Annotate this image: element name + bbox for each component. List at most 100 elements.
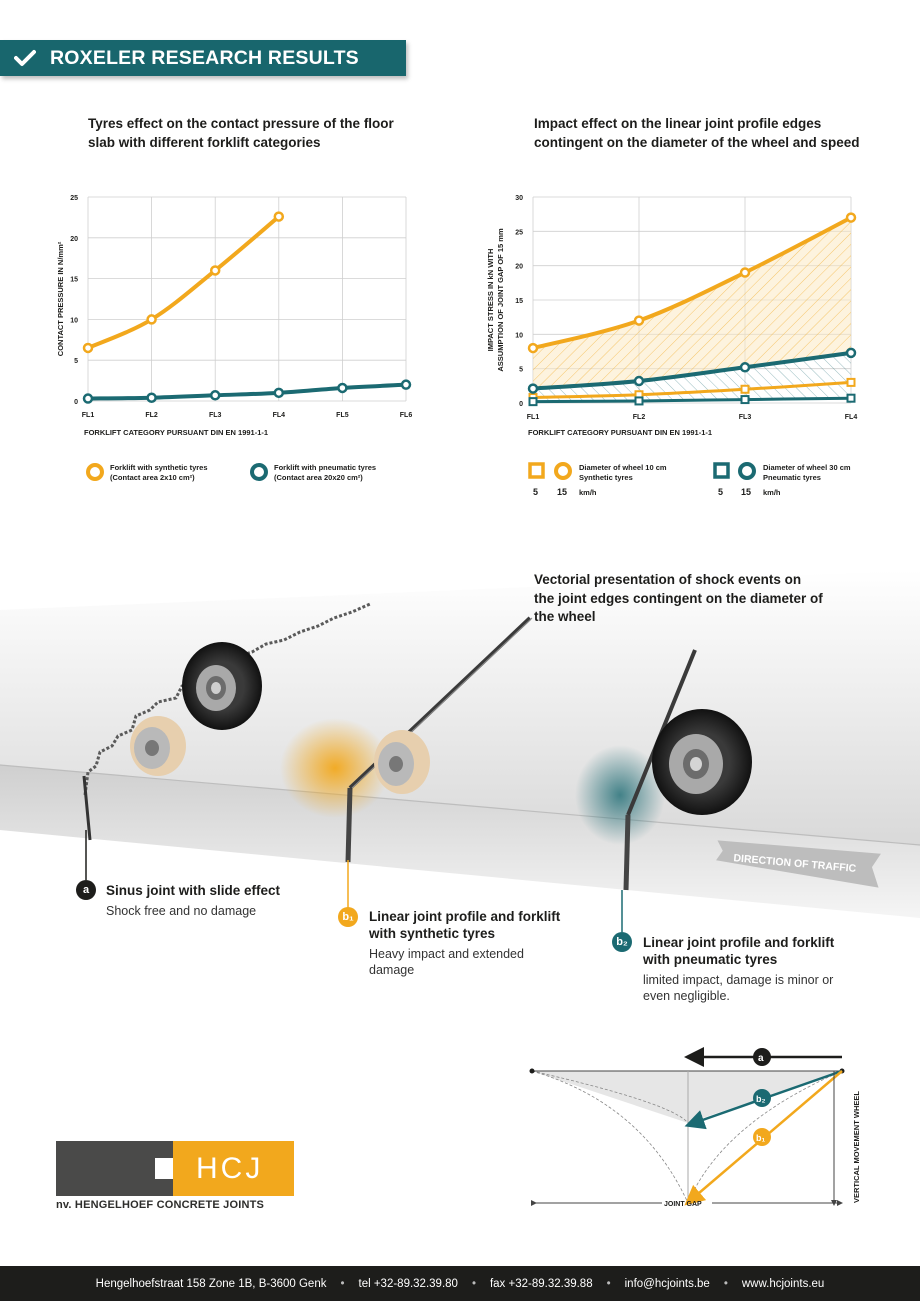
data-point: [146, 314, 157, 325]
series-line: [531, 380, 853, 400]
series-line: [531, 350, 853, 391]
data-point: [740, 395, 750, 405]
shock-vector-diagram: JOINT GAP VERTICAL MOVEMENT WHEEL a b₂ b…: [529, 1047, 861, 1208]
y-tick-label: 20: [515, 264, 523, 271]
legend-wheel10-label: Diameter of wheel 10 cm: [579, 463, 667, 472]
y-tick-label: 0: [74, 399, 78, 406]
callout-a: Sinus joint with slide effect Shock free…: [106, 882, 336, 919]
header-banner: ROXELER RESEARCH RESULTS: [0, 40, 406, 76]
y-tick-label: 15: [70, 277, 78, 284]
legend-synthetic-sub: (Contact area 2x10 cm²): [110, 473, 195, 482]
marker-b2: b₂: [612, 932, 632, 952]
x-tick-label: FL1: [527, 414, 540, 421]
data-point: [209, 265, 221, 276]
data-point: [337, 382, 348, 394]
callout-b2-title: Linear joint profile and forklift with p…: [643, 935, 835, 967]
vectorial-title: Vectorial presentation of shock events o…: [534, 572, 823, 624]
legend-synthetic-label: Forklift with synthetic tyres: [110, 463, 208, 472]
chart1-title: Tyres effect on the contact pressure of …: [88, 116, 394, 150]
y-tick-label: 20: [70, 236, 78, 243]
data-point: [633, 315, 645, 326]
data-point: [273, 387, 285, 399]
data-point: [209, 390, 221, 401]
chart1-x-axis-label: FORKLIFT CATEGORY PURSUANT DIN EN 1991-1…: [84, 428, 268, 437]
pneumatic-wheel-icon: [652, 709, 752, 815]
chart1-contact-pressure: 0 5 10 15 20 25 FL1 FL2 FL3 FL4 FL5 FL6 CONTACT PRES…: [56, 195, 413, 437]
x-tick-label: FL3: [209, 412, 222, 419]
callout-b2: Linear joint profile and forklift with p…: [643, 934, 863, 1004]
linear-joint-b1: [345, 787, 353, 863]
footer-website[interactable]: www.hcjoints.eu: [741, 1277, 825, 1290]
vertical-movement-label: VERTICAL MOVEMENT WHEEL: [852, 1091, 861, 1203]
company-name: nv. HENGELHOEF CONCRETE JOINTS: [56, 1199, 265, 1211]
chart2-y-axis-label-2: ASSUMPTION OF JOINT GAP OF 15 mm: [496, 228, 505, 372]
callout-b1-title: Linear joint profile and forklift with s…: [369, 909, 561, 941]
data-point: [845, 347, 857, 359]
data-point: [634, 396, 644, 406]
marker-a: a: [76, 880, 96, 900]
callout-b1-desc: Heavy impact and extended damage: [369, 947, 524, 977]
banner-title: ROXELER RESEARCH RESULTS: [50, 46, 359, 69]
y-tick-label: 10: [70, 317, 78, 324]
legend-wheel30-label: Diameter of wheel 30 cm: [763, 463, 851, 472]
series-line: [86, 382, 408, 401]
legend-orange-circle-icon: [86, 463, 104, 481]
diagram-label-b1: b₁: [756, 1133, 765, 1143]
data-point: [740, 384, 750, 394]
y-tick-label: 25: [515, 229, 523, 236]
logo-text: HCJ: [196, 1152, 264, 1185]
x-tick-label: FL4: [273, 412, 286, 419]
chart2-x-axis-label: FORKLIFT CATEGORY PURSUANT DIN EN 1991-1…: [528, 428, 712, 437]
legend-unit: km/h: [579, 488, 597, 497]
floor-slab-illustration: DIRECTION OF TRAFFIC: [0, 570, 920, 932]
sinus-joint: [83, 602, 371, 796]
y-tick-label: 25: [70, 195, 78, 202]
legend-pneumatic-label: Forklift with pneumatic tyres: [274, 463, 377, 472]
data-point: [846, 393, 856, 403]
callout-a-desc: Shock free and no damage: [106, 904, 257, 918]
data-point: [527, 342, 539, 354]
data-point: [273, 211, 285, 222]
data-point: [845, 212, 857, 223]
footer: Hengelhoefstraat 158 Zone 1B, B-3600 Gen…: [0, 1266, 920, 1301]
data-point: [633, 375, 645, 387]
data-point: [400, 379, 412, 390]
diagram-label-b2: b₂: [756, 1094, 766, 1104]
legend-speed-low: 5: [533, 487, 539, 497]
x-tick-label: FL3: [739, 414, 752, 421]
marker-b1: b₁: [338, 907, 358, 927]
legend-speed-high: 15: [557, 487, 568, 497]
y-tick-label: 30: [515, 195, 523, 202]
data-point: [146, 392, 157, 403]
x-tick-label: FL4: [845, 414, 858, 421]
data-point: [527, 383, 539, 394]
synthetic-wheel-icon: [130, 716, 186, 776]
data-point: [846, 377, 856, 387]
legend-speed-low: 5: [718, 487, 724, 497]
legend-speed-high: 15: [741, 487, 752, 497]
joint-gap-label: JOINT GAP: [664, 1201, 702, 1208]
chart2-title: Impact effect on the linear joint profil…: [534, 116, 860, 150]
checkmark-icon: [0, 40, 50, 76]
x-tick-label: FL1: [82, 412, 95, 419]
y-tick-label: 10: [515, 332, 523, 339]
data-point: [82, 393, 94, 404]
legend-unit: km/h: [763, 488, 781, 497]
callout-a-title: Sinus joint with slide effect: [106, 883, 281, 898]
footer-tel: tel +32-89.32.39.80: [358, 1277, 458, 1290]
x-tick-label: FL6: [400, 412, 413, 419]
callout-b2-desc: limited impact, damage is minor or even …: [643, 973, 834, 1003]
data-point: [528, 397, 538, 407]
legend-teal-circle-icon: [738, 462, 756, 480]
y-tick-label: 0: [519, 401, 523, 408]
y-tick-label: 15: [515, 298, 523, 305]
y-tick-label: 5: [74, 358, 78, 365]
legend-wheel10-sub: Synthetic tyres: [579, 473, 633, 482]
footer-email[interactable]: info@hcjoints.be: [624, 1277, 710, 1290]
chart2-y-axis-label-1: IMPACT STRESS IN kN WITH: [486, 249, 495, 352]
x-tick-label: FL2: [633, 414, 646, 421]
hcj-logo: HCJ: [56, 1141, 294, 1196]
legend-teal-circle-icon: [250, 463, 268, 481]
series-line: [531, 396, 853, 404]
legend-wheel30-sub: Pneumatic tyres: [763, 473, 821, 482]
